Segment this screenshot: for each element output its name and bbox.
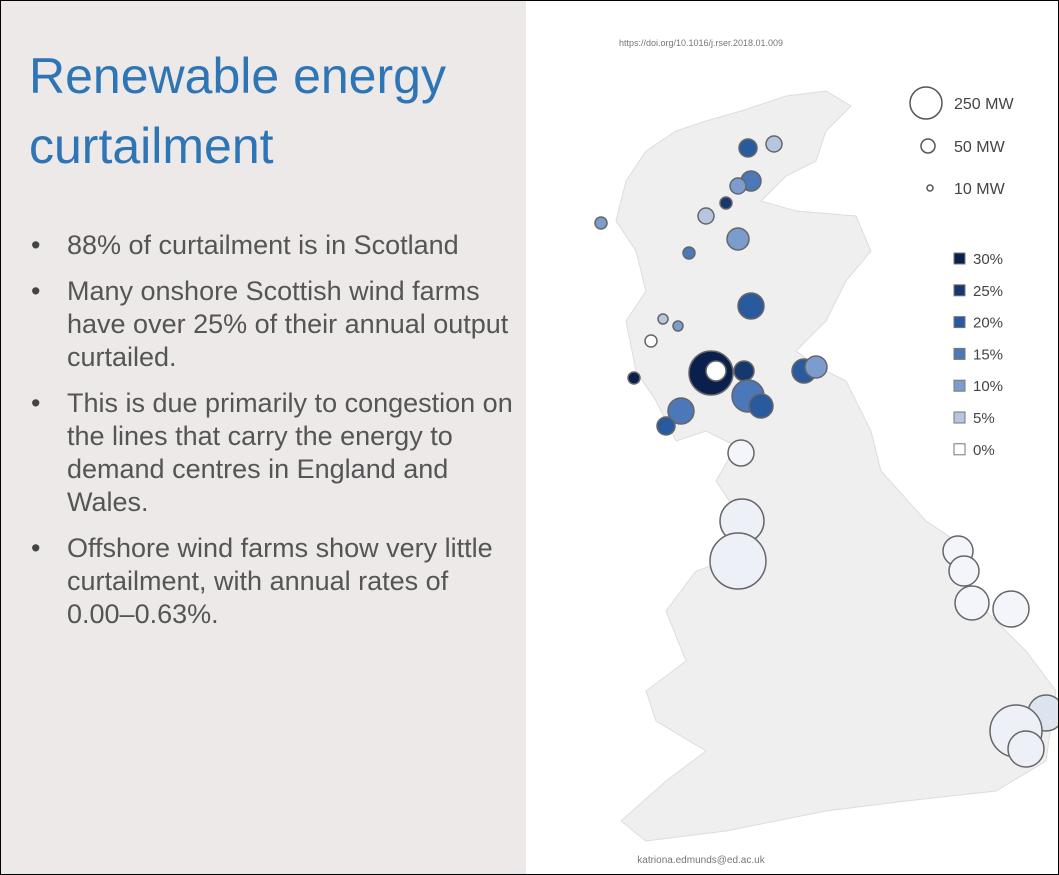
map-bubble: [697, 207, 715, 225]
legend-size-label: 10 MW: [954, 181, 1006, 198]
map-bubble: [954, 585, 990, 621]
legend-rate-label: 20%: [973, 315, 1003, 332]
bullet: 88% of curtailment is in Scotland: [29, 229, 519, 262]
map-bubble: [682, 246, 696, 260]
map-bubble: [765, 135, 783, 153]
legend-swatch: [953, 411, 966, 424]
map-bubble: [726, 227, 750, 251]
map-bubble: [992, 590, 1030, 628]
legend-swatch: [953, 379, 966, 392]
rate-legend: 30% 25% 20% 15% 10% 5% 0%: [953, 251, 1003, 459]
map-bubble: [644, 334, 658, 348]
legend-rate-label: 0%: [973, 442, 995, 459]
map-bubble: [719, 196, 733, 210]
bullet-list: 88% of curtailment is in Scotland Many o…: [29, 229, 519, 644]
map-bubble: [729, 177, 747, 195]
legend-size-circle: [926, 184, 934, 192]
map-bubble: [672, 320, 684, 332]
map-bubble: [709, 532, 767, 590]
map-outline: [615, 90, 1057, 842]
map-bubble: [1007, 730, 1045, 768]
size-legend: [909, 86, 943, 192]
legend-rate-label: 5%: [973, 410, 995, 427]
map-bubble: [656, 416, 676, 436]
legend-size-label: 250 MW: [954, 96, 1014, 113]
legend-swatch: [953, 316, 966, 329]
legend-size-circle: [920, 138, 936, 154]
slide-title: Renewable energy curtailment: [29, 48, 446, 174]
legend-swatch: [953, 284, 966, 297]
map-bubble: [738, 138, 758, 158]
legend-swatch: [953, 252, 966, 265]
legend-swatch: [953, 443, 966, 456]
legend-rate-label: 25%: [973, 283, 1003, 300]
map-bubble: [627, 371, 641, 385]
map-bubble: [657, 313, 669, 325]
source-url: https://doi.org/10.1016/j.rser.2018.01.0…: [619, 38, 783, 48]
bullet: This is due primarily to congestion on t…: [29, 387, 519, 519]
map-bubble: [737, 292, 765, 320]
map-bubble: [948, 555, 980, 587]
credit: katriona.edmunds@ed.ac.uk: [637, 855, 765, 866]
bullet: Offshore wind farms show very little cur…: [29, 532, 519, 631]
map-bubble: [748, 393, 774, 419]
legend-swatch: [953, 347, 966, 360]
map-bubble: [804, 355, 828, 379]
legend-rate-label: 15%: [973, 346, 1003, 363]
legend-size-label: 50 MW: [954, 139, 1006, 156]
map-bubble: [594, 216, 608, 230]
map-bubbles: [594, 135, 1058, 768]
map-bubble: [727, 439, 755, 467]
legend-rate-label: 30%: [973, 251, 1003, 268]
map-bubble: [705, 360, 727, 382]
legend-rate-label: 10%: [973, 378, 1003, 395]
map-bubble: [733, 360, 755, 382]
map-panel: https://doi.org/10.1016/j.rser.2018.01.0…: [594, 38, 1058, 866]
legend-size-circle: [909, 86, 943, 120]
text-panel: Renewable energy curtailment 88% of curt…: [1, 1, 526, 874]
bullet: Many onshore Scottish wind farms have ov…: [29, 275, 519, 374]
map-bubble: [667, 397, 695, 425]
